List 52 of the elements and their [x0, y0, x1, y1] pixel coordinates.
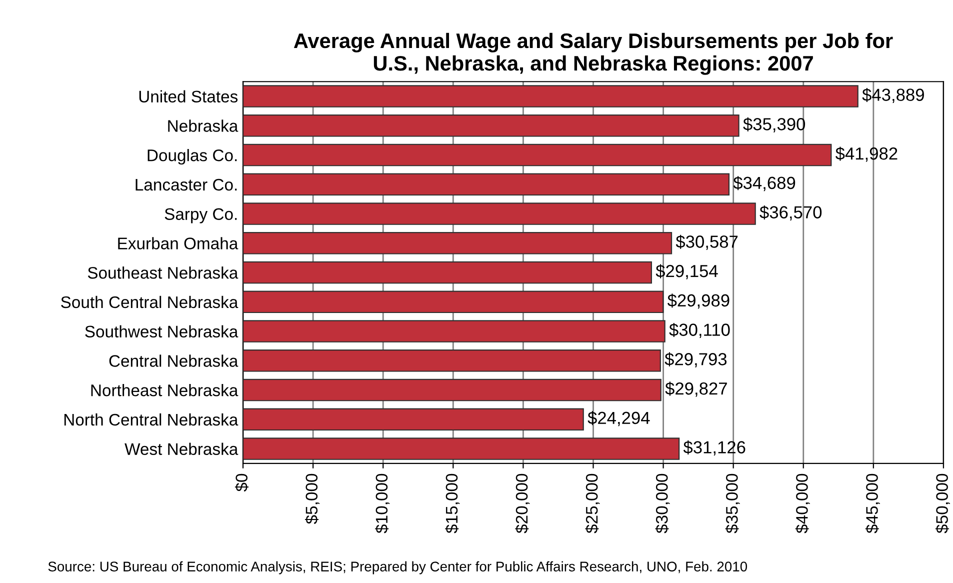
bar — [243, 290, 664, 314]
data-label: $30,587 — [676, 234, 738, 250]
x-tick-label: $15,000 — [445, 474, 460, 534]
data-label: $29,989 — [667, 294, 730, 309]
bar — [243, 438, 680, 460]
y-tick-label: United States — [139, 90, 238, 103]
data-label: $34,689 — [733, 176, 796, 192]
y-tick-label: Southeast Nebraska — [88, 266, 238, 279]
x-tick-label: $5,000 — [305, 474, 320, 524]
y-tick-label: Southwest Nebraska — [85, 325, 238, 338]
x-tick-label: $0 — [234, 474, 248, 492]
bar — [243, 144, 832, 166]
y-tick-label: Sarpy Co. — [164, 208, 237, 224]
bar — [243, 378, 662, 402]
y-tick-label: South Central Nebraska — [61, 296, 238, 308]
y-tick-label: Nebraska — [168, 120, 238, 132]
bar — [243, 232, 672, 254]
data-label: $29,793 — [664, 352, 727, 368]
data-label: $41,982 — [836, 146, 898, 162]
bar — [243, 114, 740, 137]
x-tick-label: $20,000 — [515, 474, 530, 534]
bar — [243, 85, 858, 108]
y-tick-label: West Nebraska — [124, 442, 238, 455]
y-tick-label: Exurban Omaha — [118, 237, 238, 250]
x-tick-label: $50,000 — [935, 474, 950, 534]
bar — [243, 173, 730, 196]
y-tick-label: Central Nebraska — [109, 354, 238, 367]
data-label: $29,154 — [656, 264, 718, 280]
data-label: $43,889 — [862, 88, 924, 104]
bar — [243, 350, 661, 372]
x-tick-label: $40,000 — [795, 474, 810, 534]
x-tick-label: $45,000 — [865, 474, 880, 534]
data-label: $35,390 — [743, 117, 806, 132]
chart-title: Average Annual Wage and Salary Disbursements per Job for U.S., Nebraska, and Nebraska Regions: 2007 — [294, 32, 893, 75]
x-tick-label: $30,000 — [655, 474, 670, 534]
data-label: $24,294 — [588, 411, 650, 426]
x-tick-label: $35,000 — [725, 474, 740, 534]
x-tick-label: $25,000 — [585, 474, 600, 534]
bar — [243, 320, 666, 342]
y-tick-label: Douglas Co. — [148, 149, 237, 165]
source-note: Source: US Bureau of Economic Analysis, REIS; Prepared by Center for Public Affairs Research, UNO, Feb. 2010 — [48, 561, 748, 574]
y-tick-label: North Central Nebraska — [64, 413, 238, 426]
data-label: $31,126 — [683, 440, 746, 456]
x-tick-label: $10,000 — [375, 474, 390, 534]
bar — [243, 408, 584, 431]
y-tick-label: Lancaster Co. — [136, 178, 237, 191]
bar — [243, 202, 756, 225]
data-label: $29,827 — [665, 382, 727, 397]
data-label: $30,110 — [669, 322, 730, 338]
data-label: $36,570 — [760, 205, 822, 221]
y-tick-label: Northeast Nebraska — [91, 384, 238, 396]
bar — [243, 261, 652, 284]
